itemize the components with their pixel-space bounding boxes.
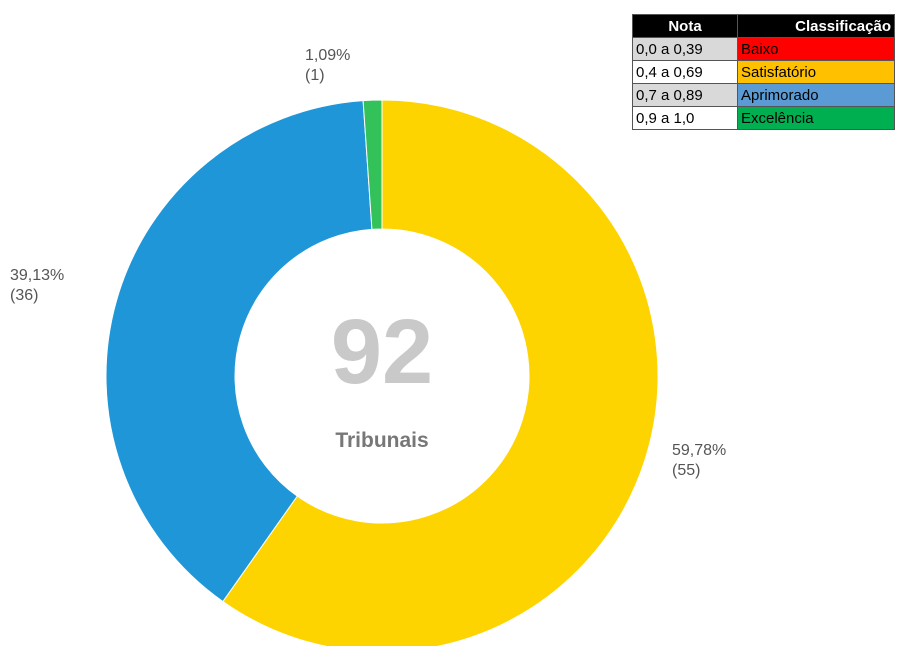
legend-row: 0,4 a 0,69 Satisfatório — [632, 60, 895, 84]
range-cell: 0,4 a 0,69 — [632, 60, 738, 84]
count-label: (55) — [672, 462, 700, 479]
header-cell: Classificação — [737, 14, 895, 38]
count-label: (36) — [10, 287, 38, 304]
count-label: (1) — [305, 67, 325, 84]
value-label: 39,13% — [10, 267, 64, 284]
legend-row: 0,9 a 1,0 Excelência — [632, 106, 895, 130]
legend-table: Nota Classificação 0,0 a 0,39 Baixo 0,4 a … — [632, 14, 895, 130]
class-cell: Aprimorado — [737, 83, 895, 107]
legend-row: 0,0 a 0,39 Baixo — [632, 37, 895, 61]
legend-row: 0,7 a 0,89 Aprimorado — [632, 83, 895, 107]
class-cell: Satisfatório — [737, 60, 895, 84]
slice — [105, 100, 373, 603]
legend-header: Nota Classificação — [632, 14, 895, 38]
slice — [362, 99, 383, 230]
range-cell: 0,9 a 1,0 — [632, 106, 738, 130]
center-label: Tribunais — [335, 429, 428, 452]
value-label: 1,09% — [305, 47, 350, 64]
center-value: 92 — [331, 301, 433, 403]
class-cell: Excelência — [737, 106, 895, 130]
header-cell: Nota — [632, 14, 738, 38]
range-cell: 0,0 a 0,39 — [632, 37, 738, 61]
class-cell: Baixo — [737, 37, 895, 61]
range-cell: 0,7 a 0,89 — [632, 83, 738, 107]
value-label: 59,78% — [672, 442, 726, 459]
